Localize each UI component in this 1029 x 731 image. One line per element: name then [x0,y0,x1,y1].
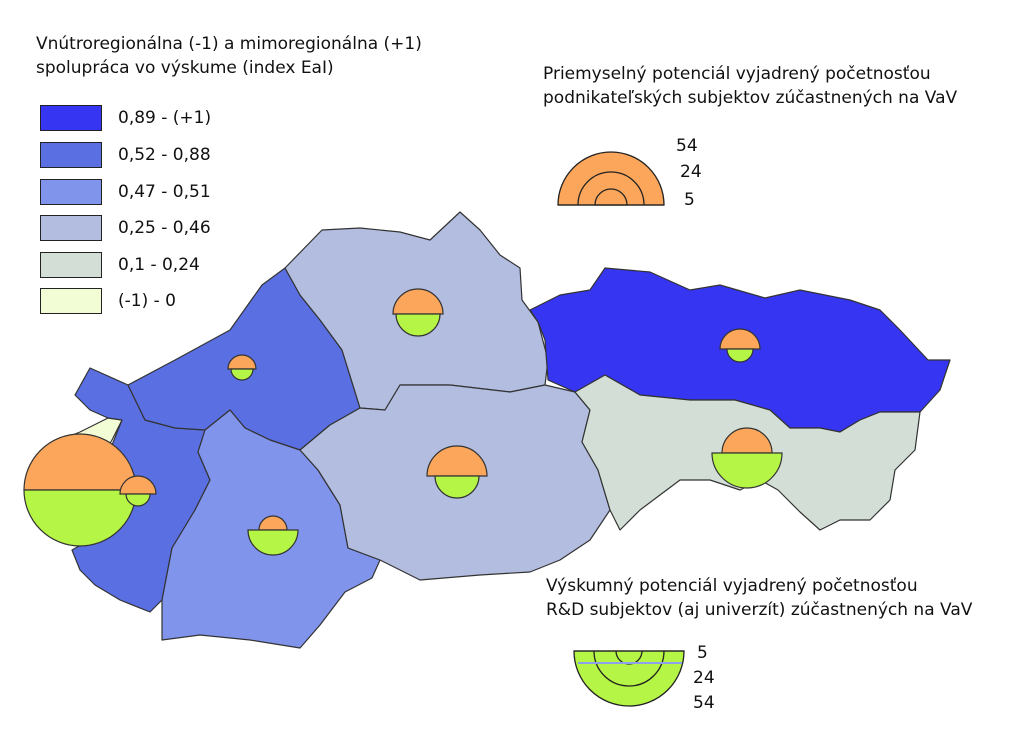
industry-title-line2: podnikateľských subjektov zúčastnených n… [543,88,958,108]
industry-size-label: 54 [676,136,698,156]
legend-item: 0,25 - 0,46 [40,214,211,242]
legend-item: 0,47 - 0,51 [40,178,211,206]
research-title-line2: R&D subjektov (aj univerzít) zúčastnenýc… [546,600,973,620]
legend-label: 0,52 - 0,88 [118,145,211,165]
research-symbol-presov [726,348,754,363]
legend-swatch [40,215,102,241]
industry-symbol-bratislava [23,433,137,491]
legend-item: 0,1 - 0,24 [40,251,200,279]
research-symbol-bratislava [23,489,137,547]
industry-size-label: 5 [684,190,695,210]
legend-title-line1: Vnútroregionálna (-1) a mimoregionálna (… [36,34,422,54]
research-legend-title: Výskumný potenciál vyjadrený početnosťou… [546,574,1016,622]
legend-swatch [40,105,102,131]
industry-symbol-banska-bystrica [426,445,488,477]
industry-symbol-zilina [392,288,444,315]
industry-size-label: 24 [680,162,702,182]
research-size-label: 54 [693,693,715,713]
industry-symbol-kosice [721,427,773,454]
legend-swatch [40,288,102,314]
industry-symbol-nitra [258,515,288,531]
research-size-label: 24 [693,668,715,688]
industry-symbol-presov [719,328,761,350]
legend-label: 0,89 - (+1) [118,108,212,128]
industry-size-symbol [557,151,665,206]
region-symbols [23,288,783,556]
choropleth-legend-title: Vnútroregionálna (-1) a mimoregionálna (… [36,32,476,80]
legend-label: 0,47 - 0,51 [118,182,211,202]
industry-legend-title: Priemyselný potenciál vyjadrený početnos… [543,62,1003,110]
research-symbol-trnava [125,493,151,507]
legend-label: 0,25 - 0,46 [118,218,211,238]
legend-swatch [40,252,102,278]
legend-item: 0,52 - 0,88 [40,141,211,169]
research-symbol-nitra [247,529,299,556]
research-title-line1: Výskumný potenciál vyjadrený početnosťou [546,576,918,596]
legend-swatch [40,179,102,205]
industry-symbol-trencin [227,354,257,370]
research-size-symbol [573,650,685,707]
legend-label: (-1) - 0 [118,291,176,311]
research-symbol-zilina [395,313,441,337]
legend-title-line2: spolupráca vo výskume (index EaI) [36,58,334,78]
legend-swatch [40,142,102,168]
industry-title-line1: Priemyselný potenciál vyjadrený početnos… [543,64,931,84]
research-symbol-trencin [230,368,254,381]
legend-item: (-1) - 0 [40,287,176,315]
legend-item: 0,89 - (+1) [40,104,211,132]
research-symbol-banska-bystrica [434,475,480,499]
industry-symbol-trnava [119,475,157,495]
legend-label: 0,1 - 0,24 [118,255,200,275]
research-symbol-kosice [711,452,783,489]
research-size-label: 5 [697,643,708,663]
